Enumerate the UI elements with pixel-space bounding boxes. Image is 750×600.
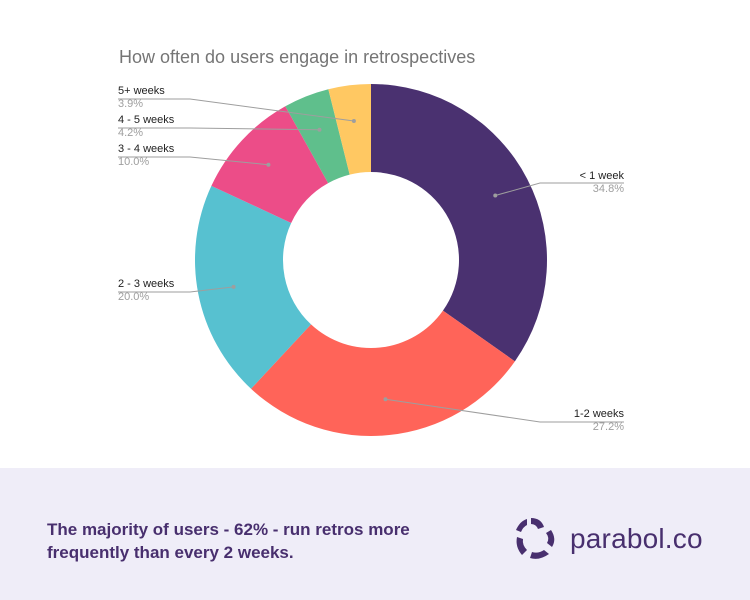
brand-name: parabol.co bbox=[570, 523, 703, 554]
leader-dot bbox=[317, 127, 322, 132]
donut-slice bbox=[328, 84, 371, 175]
donut-chart bbox=[118, 84, 624, 437]
donut-slice bbox=[194, 185, 312, 389]
label-name: < 1 week bbox=[579, 170, 624, 182]
label-percent: 20.0% bbox=[118, 291, 150, 303]
footer-caption: The majority of users - 62% - run retros… bbox=[47, 520, 410, 562]
leader-line bbox=[495, 182, 624, 197]
label-1-2-weeks: 1-2 weeks 27.2% bbox=[540, 408, 624, 434]
footer-banner: The majority of users - 62% - run retros… bbox=[0, 468, 750, 600]
leader-dot bbox=[351, 119, 356, 124]
label-name: 4 - 5 weeks bbox=[118, 114, 175, 126]
leader-line bbox=[118, 156, 269, 166]
leader-line bbox=[118, 127, 320, 131]
label-percent: 10.0% bbox=[118, 156, 150, 168]
label-percent: 34.8% bbox=[592, 183, 624, 195]
chart-title: How often do users engage in retrospecti… bbox=[119, 47, 476, 67]
label-2-3-weeks: 2 - 3 weeks 20.0% bbox=[118, 278, 174, 304]
leader-dot bbox=[266, 162, 271, 167]
leader-line bbox=[385, 398, 624, 423]
donut-slice bbox=[251, 310, 515, 437]
leader-lines bbox=[118, 98, 624, 423]
label-3-4-weeks: 3 - 4 weeks 10.0% bbox=[118, 143, 174, 169]
leader-dot bbox=[383, 397, 388, 402]
chart-area: How often do users engage in retrospecti… bbox=[118, 47, 624, 437]
label-4-5-weeks: 4 - 5 weeks 4.2% bbox=[118, 114, 174, 140]
label-percent: 3.9% bbox=[118, 98, 144, 110]
label-name: 2 - 3 weeks bbox=[118, 278, 175, 290]
donut-slice bbox=[371, 84, 548, 362]
donut-slice bbox=[285, 89, 350, 184]
leader-dot bbox=[231, 284, 236, 289]
leader-dot bbox=[493, 193, 498, 198]
donut-slices bbox=[194, 84, 548, 437]
label-percent: 27.2% bbox=[592, 421, 624, 433]
brand: parabol.co bbox=[510, 516, 703, 562]
label-name: 1-2 weeks bbox=[573, 408, 624, 420]
parabol-logo-icon bbox=[516, 518, 555, 559]
leader-line bbox=[118, 286, 234, 293]
label-5-plus-weeks: 5+ weeks 3.9% bbox=[118, 85, 165, 111]
label-lt-1-week: < 1 week 34.8% bbox=[540, 170, 624, 196]
leader-line bbox=[118, 98, 354, 122]
label-name: 3 - 4 weeks bbox=[118, 143, 175, 155]
label-name: 5+ weeks bbox=[118, 85, 165, 97]
label-percent: 4.2% bbox=[118, 127, 144, 139]
